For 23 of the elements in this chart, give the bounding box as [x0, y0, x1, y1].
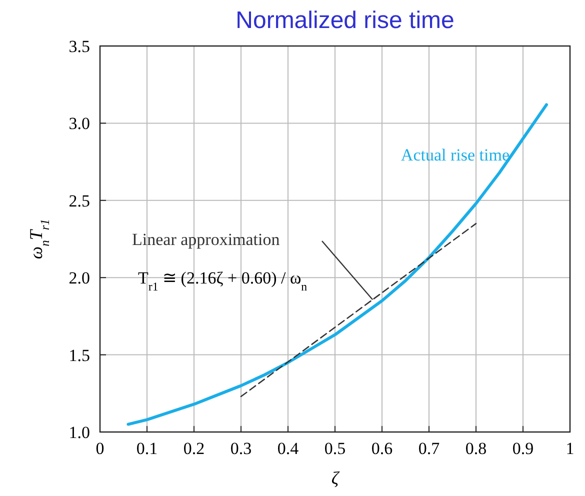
- text: Linear approximation: [132, 230, 280, 249]
- y-tick-label: 2.0: [68, 268, 90, 288]
- series-label: Actual rise time: [400, 146, 510, 165]
- x-tick-label: 0: [96, 439, 104, 458]
- y-tick-label: 1.0: [68, 423, 90, 442]
- x-tick-label: 0.2: [183, 439, 205, 458]
- x-tick-label: 0.8: [465, 439, 487, 458]
- annotation: T$_{r1}$ ≅ (2.16ζ + 0.60) / ω$_{n}$: [138, 268, 308, 294]
- line-series: [126, 103, 548, 426]
- x-tick-label: 0.5: [324, 439, 346, 458]
- x-tick-label: 0.7: [418, 439, 440, 458]
- y-tick-label: 1.5: [68, 346, 90, 365]
- x-tick-label: 0.6: [371, 439, 393, 458]
- x-tick-label: 0.1: [136, 439, 158, 458]
- y-tick-label: 2.5: [68, 191, 90, 210]
- x-tick-label: 0.3: [230, 439, 252, 458]
- x-axis-title: ζ: [331, 468, 340, 488]
- chart-title: Normalized rise time: [236, 7, 454, 34]
- x-tick-label: 0.4: [277, 439, 300, 458]
- x-tick-label: 0.9: [512, 439, 534, 458]
- y-tick-label: 3.0: [68, 114, 90, 134]
- y-tick-label: 3.5: [68, 37, 90, 56]
- x-tick-label: 1: [566, 439, 574, 458]
